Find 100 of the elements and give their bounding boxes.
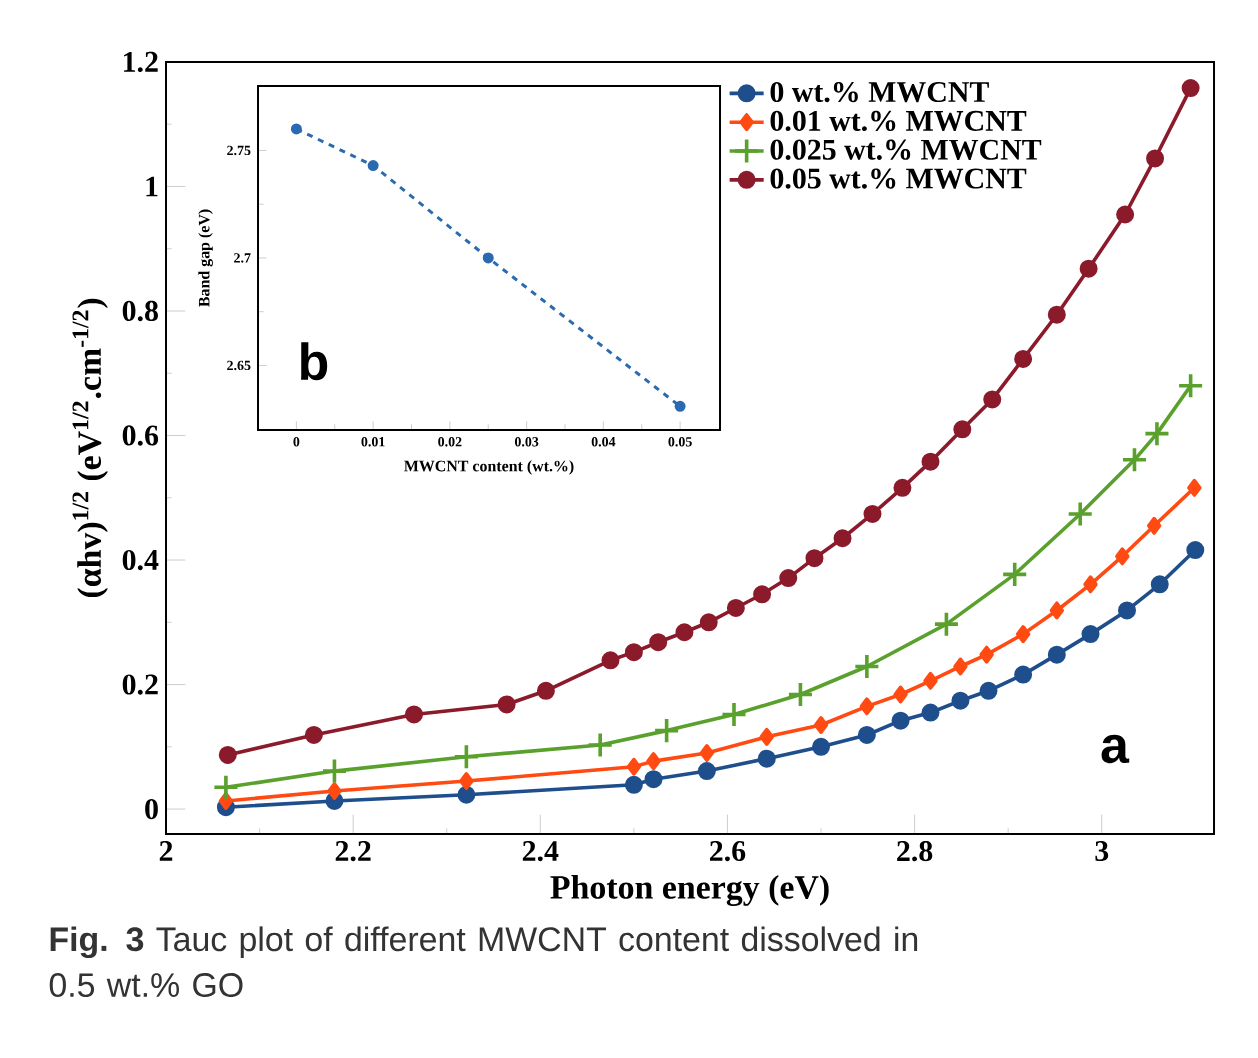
- point: [753, 585, 772, 604]
- point: [457, 785, 476, 804]
- text: Fig. 3 Tauc plot of different MWCNT content dissolved in 0.5 wt.% GO: [49, 926, 918, 998]
- x-tick-label: 2: [159, 841, 173, 861]
- point: [674, 400, 686, 412]
- point: [812, 737, 831, 756]
- x-tick-label: 2.4: [522, 841, 559, 862]
- point: [933, 610, 960, 638]
- point: [646, 752, 661, 771]
- point: [953, 420, 972, 439]
- point: [1083, 575, 1098, 594]
- point: [327, 782, 342, 801]
- x-tick-label: 2.2: [335, 841, 371, 862]
- y-tick-label: 1.2: [124, 51, 158, 73]
- point: [1047, 645, 1066, 664]
- point: [893, 478, 912, 497]
- point: [1014, 665, 1033, 684]
- point: [833, 529, 852, 548]
- x-axis-title: Photon energy (eV): [550, 874, 829, 906]
- y-tick-label: 0.2: [122, 674, 158, 695]
- point: [1015, 625, 1031, 644]
- legend-label: 0 wt.% MWCNT: [770, 81, 989, 103]
- point: [626, 757, 642, 776]
- point: [1081, 625, 1100, 644]
- point: [726, 598, 745, 617]
- point: [921, 703, 940, 722]
- y-tick-label: 0.8: [122, 300, 158, 322]
- point: [1115, 547, 1130, 566]
- point: [979, 681, 998, 700]
- point: [923, 671, 938, 690]
- point: [304, 725, 323, 744]
- point: [586, 731, 614, 759]
- point: [459, 772, 474, 791]
- point: [1066, 500, 1094, 528]
- point: [891, 711, 910, 730]
- x-tick-label: 2.8: [897, 841, 933, 862]
- y-tick-label: 0.4: [122, 549, 159, 571]
- point: [893, 685, 908, 704]
- annotation: a: [1101, 734, 1130, 764]
- point: [1187, 478, 1202, 497]
- legend-label: 0.025 wt.% MWCNT: [770, 139, 1042, 160]
- point: [1143, 420, 1171, 447]
- annotation: b: [301, 342, 328, 381]
- point: [404, 705, 423, 724]
- point: [624, 775, 643, 794]
- point: [1047, 305, 1066, 324]
- point: [321, 757, 348, 785]
- point: [1121, 446, 1148, 474]
- point: [1014, 349, 1033, 368]
- x-tick-label: 3: [1095, 841, 1109, 862]
- point: [1049, 601, 1065, 620]
- y-tick-label: 0: [145, 798, 158, 820]
- point: [653, 717, 680, 744]
- point: [1146, 516, 1162, 535]
- point: [367, 160, 379, 172]
- point: [290, 123, 302, 135]
- point: [921, 452, 940, 471]
- point: [787, 681, 814, 708]
- legend-label: 0.01 wt.% MWCNT: [770, 110, 1027, 132]
- point: [624, 643, 643, 662]
- point: [218, 745, 237, 764]
- point: [536, 681, 555, 700]
- point: [699, 613, 718, 632]
- point: [720, 701, 748, 728]
- point: [649, 633, 668, 652]
- point: [983, 390, 1002, 409]
- point: [212, 773, 240, 801]
- point: [1186, 541, 1205, 560]
- point: [675, 623, 694, 642]
- point: [453, 743, 480, 771]
- point: [863, 504, 882, 523]
- point: [697, 762, 716, 781]
- point: [979, 645, 994, 664]
- point: [482, 252, 494, 264]
- x-tick-label: 2.6: [710, 841, 746, 862]
- point: [953, 657, 968, 676]
- point: [853, 653, 881, 680]
- point: [805, 549, 824, 568]
- point: [699, 744, 715, 763]
- point: [857, 725, 876, 744]
- point: [779, 569, 798, 588]
- y-axis-title: (αhv)$^{1/2}$ (eV$^{1/2}$.cm$^{-1/2}$): [72, 298, 108, 598]
- point: [1079, 259, 1098, 278]
- point: [757, 749, 776, 768]
- point: [1117, 601, 1136, 620]
- point: [1001, 561, 1029, 588]
- y-tick-label: 0.6: [122, 425, 159, 446]
- point: [644, 770, 663, 789]
- point: [1181, 79, 1200, 98]
- point: [1116, 205, 1135, 224]
- point: [497, 695, 516, 714]
- point: [859, 697, 875, 716]
- y-tick-label: 1: [146, 176, 158, 197]
- point: [813, 716, 829, 735]
- point: [1146, 149, 1165, 168]
- point: [951, 691, 970, 710]
- point: [1150, 575, 1169, 594]
- point: [759, 727, 774, 746]
- point: [1177, 372, 1204, 400]
- legend-label: 0.05 wt.% MWCNT: [770, 168, 1027, 189]
